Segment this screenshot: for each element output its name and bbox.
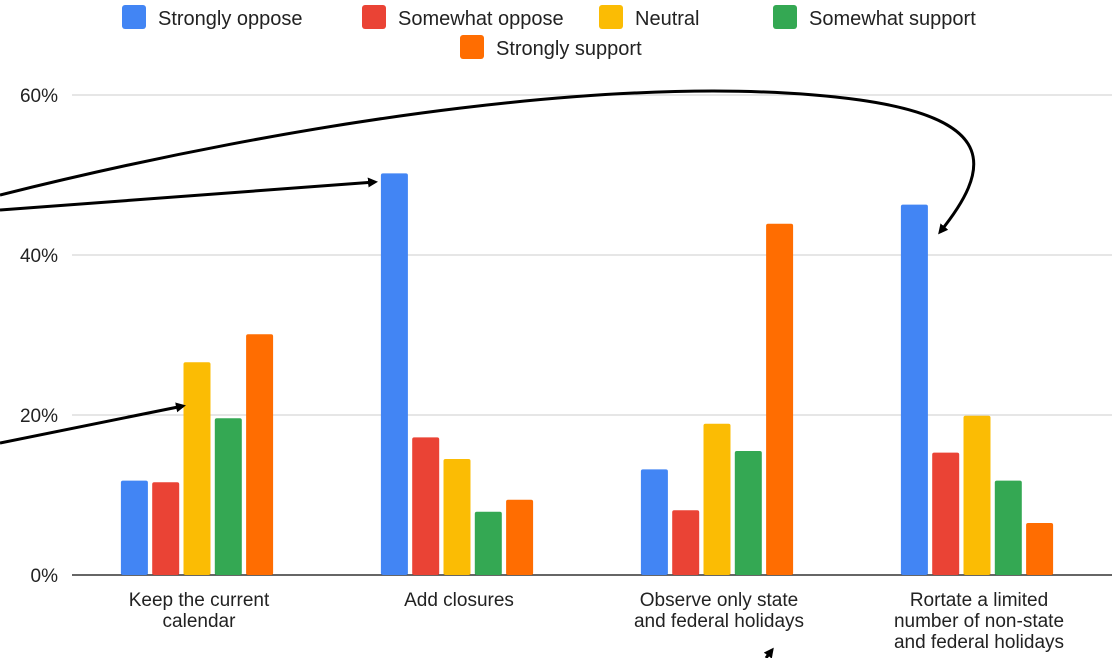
bar xyxy=(963,415,991,575)
bar xyxy=(183,362,211,575)
x-category-label-line: Observe only state xyxy=(640,590,798,611)
y-tick-label: 40% xyxy=(20,246,58,267)
bar xyxy=(152,482,180,575)
legend-swatch xyxy=(773,5,797,29)
y-tick-label: 60% xyxy=(20,86,58,107)
x-category-label-line: Rortate a limited xyxy=(910,590,1048,611)
bar xyxy=(506,499,534,575)
legend-label: Neutral xyxy=(635,8,699,30)
bar xyxy=(932,452,960,575)
x-category-label-line: and federal holidays xyxy=(894,632,1064,653)
x-category-label: Observe only state and federal holidays xyxy=(634,590,804,632)
x-category-label-line: Add closures xyxy=(404,590,514,611)
bar xyxy=(120,480,148,575)
legend-swatch xyxy=(122,5,146,29)
x-category-label: Rortate a limited number of non-state and … xyxy=(894,590,1064,653)
x-category-label: Keep the current calendar xyxy=(129,590,270,632)
bar xyxy=(412,437,440,575)
x-category-label: Add closures xyxy=(404,590,514,611)
y-axis-ticks: 0% 20% 40% 60% xyxy=(20,86,58,587)
bar xyxy=(246,334,274,575)
arrow-to-add-closures xyxy=(0,177,378,212)
y-tick-label: 0% xyxy=(31,566,59,587)
bar xyxy=(994,480,1022,575)
legend: Strongly oppose Somewhat oppose Neutral Som… xyxy=(122,5,976,60)
x-category-label-line: calendar xyxy=(163,611,237,632)
x-category-label-line: number of non-state xyxy=(894,611,1064,632)
bar xyxy=(474,511,502,575)
bar xyxy=(380,173,408,575)
bar xyxy=(766,223,794,576)
category-labels: Keep the current calendar Add closures Obse… xyxy=(129,590,1064,653)
annotation-arrows xyxy=(0,89,976,658)
bar xyxy=(900,204,928,575)
legend-swatch xyxy=(362,5,386,29)
legend-swatch xyxy=(599,5,623,29)
bars xyxy=(120,173,1054,576)
legend-swatch xyxy=(460,35,484,59)
arrow-bottom-partial xyxy=(763,647,774,658)
bar xyxy=(672,510,700,575)
y-tick-label: 20% xyxy=(20,406,58,427)
bar xyxy=(734,451,762,575)
legend-label: Somewhat support xyxy=(809,8,976,30)
bar xyxy=(703,423,731,575)
arrow-to-rotate-holidays xyxy=(0,89,976,235)
bar xyxy=(443,459,471,575)
bar xyxy=(640,469,668,575)
bar xyxy=(1026,523,1054,575)
legend-label: Somewhat oppose xyxy=(398,8,564,30)
x-category-label-line: Keep the current xyxy=(129,590,270,611)
legend-label: Strongly oppose xyxy=(158,8,303,30)
x-category-label-line: and federal holidays xyxy=(634,611,804,632)
bar xyxy=(214,418,242,575)
arrow-to-keep-calendar xyxy=(0,402,186,445)
legend-label: Strongly support xyxy=(496,38,642,60)
